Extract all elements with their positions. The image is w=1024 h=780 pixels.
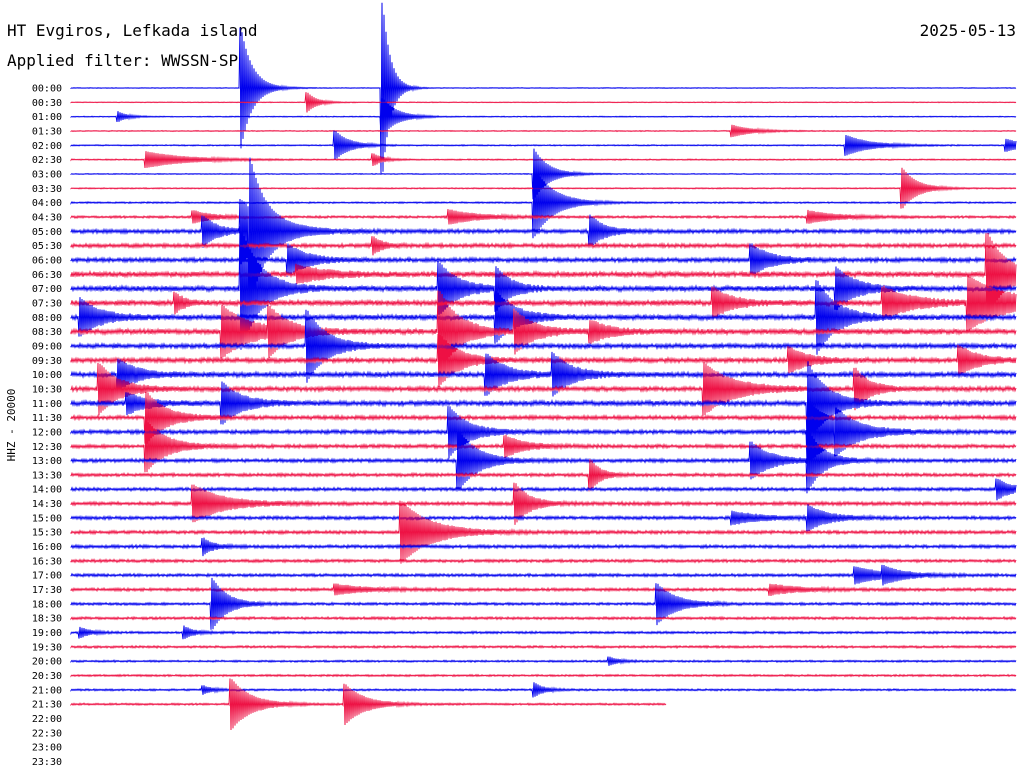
tick-label: 12:30: [32, 442, 62, 453]
tick-label: 11:30: [32, 413, 62, 424]
channel-label: HHZ - 20000: [5, 389, 18, 462]
trace-line: [70, 656, 1017, 666]
trace-line: [70, 333, 1017, 388]
tick-label: 17:30: [32, 585, 62, 596]
trace-line: [70, 583, 1017, 596]
trace-line: [70, 361, 1017, 446]
trace-line: [70, 2, 1017, 174]
tick-label: 08:00: [32, 313, 62, 324]
tick-label: 12:00: [32, 427, 62, 438]
trace-line: [70, 124, 1017, 138]
tick-label: 20:30: [32, 671, 62, 682]
trace-line: [70, 420, 1017, 473]
trace-line: [70, 615, 1017, 621]
tick-label: 08:30: [32, 327, 62, 338]
tick-label: 15:30: [32, 528, 62, 539]
tick-label: 01:00: [32, 112, 62, 123]
trace-line: [70, 577, 1017, 630]
tick-label: 09:00: [32, 341, 62, 352]
trace-line: [70, 401, 1017, 464]
trace-line: [70, 151, 1017, 169]
tick-label: 15:00: [32, 513, 62, 524]
trace-line: [70, 682, 1017, 698]
tick-label-group: 00:00 00:30 01:00 01:30 02:00 02:30 03:00 03:30…: [32, 84, 62, 769]
station-title: HT Evgiros, Lefkada island: [7, 21, 257, 40]
tick-label: 03:00: [32, 170, 62, 181]
trace-line: [70, 537, 1017, 557]
trace-line: [70, 243, 1017, 277]
trace-line: [70, 157, 1017, 306]
tick-label: 06:00: [32, 256, 62, 267]
tick-label: 23:00: [32, 743, 62, 754]
trace-line: [70, 625, 1017, 640]
tick-label: 21:30: [32, 700, 62, 711]
trace-line: [70, 92, 1017, 113]
tick-label: 02:30: [32, 155, 62, 166]
tick-label: 14:30: [32, 499, 62, 510]
tick-label: 10:00: [32, 370, 62, 381]
tick-label: 19:30: [32, 642, 62, 653]
date-label: 2025-05-13: [920, 21, 1016, 40]
tick-label: 02:00: [32, 141, 62, 152]
tick-label: 22:30: [32, 728, 62, 739]
filter-subtitle: Applied filter: WWSSN-SP: [7, 51, 238, 70]
trace-line: [70, 504, 1017, 532]
trace-group: [70, 2, 1017, 731]
tick-label: 04:00: [32, 198, 62, 209]
tick-label: 14:00: [32, 485, 62, 496]
tick-label: 13:00: [32, 456, 62, 467]
trace-line: [70, 564, 1017, 586]
tick-label: 13:30: [32, 470, 62, 481]
trace-line: [70, 232, 1017, 317]
tick-label: 17:00: [32, 571, 62, 582]
trace-line: [70, 558, 1017, 564]
tick-label: 21:00: [32, 685, 62, 696]
trace-line: [70, 309, 1017, 383]
trace-line: [70, 391, 1017, 444]
tick-label: 16:00: [32, 542, 62, 553]
tick-label: 06:30: [32, 270, 62, 281]
trace-line: [70, 478, 1017, 501]
trace-line: [70, 290, 1017, 373]
trace-line: [70, 678, 667, 731]
trace-line: [70, 459, 1017, 492]
trace-line: [70, 428, 1017, 494]
trace-line: [70, 130, 1017, 160]
trace-line: [70, 482, 1017, 525]
tick-label: 05:00: [32, 227, 62, 238]
tick-label: 16:30: [32, 556, 62, 567]
trace-line: [70, 280, 1017, 355]
trace-line: [70, 500, 1017, 564]
tick-label: 23:30: [32, 757, 62, 768]
trace-line: [70, 275, 1017, 332]
tick-label: 07:30: [32, 298, 62, 309]
tick-label: 18:00: [32, 599, 62, 610]
tick-label: 00:30: [32, 98, 62, 109]
tick-label: 20:00: [32, 657, 62, 668]
tick-label: 07:00: [32, 284, 62, 295]
trace-line: [70, 98, 1017, 135]
trace-line: [70, 148, 1017, 200]
trace-line: [70, 236, 1017, 256]
tick-label: 04:30: [32, 213, 62, 224]
trace-line: [70, 167, 1017, 209]
tick-label: 11:00: [32, 399, 62, 410]
tick-label: 03:30: [32, 184, 62, 195]
tick-label: 09:30: [32, 356, 62, 367]
trace-line: [70, 362, 1017, 416]
tick-label: 19:00: [32, 628, 62, 639]
tick-label: 10:30: [32, 384, 62, 395]
trace-line: [70, 166, 1017, 239]
tick-label: 01:30: [32, 127, 62, 138]
tick-label: 22:00: [32, 714, 62, 725]
trace-line: [70, 209, 1017, 225]
trace-line: [70, 226, 1017, 350]
tick-label: 00:00: [32, 84, 62, 95]
trace-line: [70, 673, 1017, 678]
trace-line: [70, 644, 1017, 650]
tick-label: 05:30: [32, 241, 62, 252]
tick-label: 18:30: [32, 614, 62, 625]
